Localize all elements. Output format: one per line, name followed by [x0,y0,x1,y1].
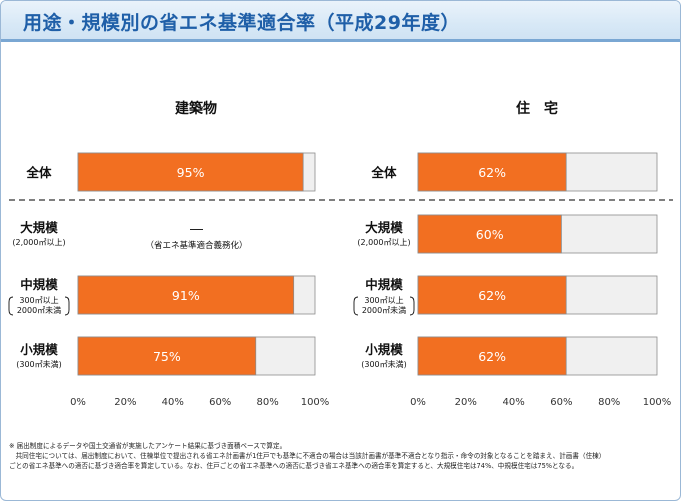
housing-x-tick-label: 80% [598,397,620,408]
housing-category-sub: 300㎡以上 [364,296,403,305]
housing-category-label: 小規模 [364,342,403,357]
buildings-bar [77,275,295,315]
title-underline [1,39,680,42]
buildings-bar [77,336,257,376]
buildings-bar [77,152,304,192]
housing-bracket-right [409,296,415,316]
housing-bar-value-label: 62% [478,288,506,303]
buildings-bar-value-label: 75% [153,349,181,364]
housing-category-sub: 2000㎡未満 [362,305,406,315]
housing-category-label: 中規模 [365,277,403,292]
buildings-x-tick-label: 60% [209,397,231,408]
housing-category-label: 大規模 [365,220,403,235]
buildings-category-sub: 2000㎡未満 [17,305,61,315]
housing-bar [417,214,562,254]
buildings-x-tick-label: 100% [301,397,330,408]
housing-x-tick-label: 60% [550,397,572,408]
buildings-bar-value-label: 91% [172,288,200,303]
housing-x-tick-label: 40% [502,397,524,408]
buildings-chart-title: 建築物 [175,100,217,117]
footnote-line-3: ごとの省エネ基準への適否に基づき適合率を算定している。なお、住戸ごとの省エネ基準… [9,462,579,470]
housing-bar-value-label: 62% [478,349,506,364]
housing-x-tick-label: 0% [410,397,426,408]
housing-bar [417,275,567,315]
housing-category-sub: (300㎡未満) [361,359,407,369]
page-title: 用途・規模別の省エネ基準適合率（平成29年度） [23,12,460,34]
housing-bar-value-label: 62% [478,165,506,180]
housing-bar [417,152,567,192]
buildings-bar-value-label: 95% [177,165,205,180]
housing-chart-title: 住 宅 [516,100,558,117]
housing-category-label: 全体 [370,165,397,180]
buildings-missing-dash: ― [190,222,203,237]
buildings-x-tick-label: 80% [256,397,278,408]
buildings-category-sub: (2,000㎡以上) [12,238,65,247]
buildings-category-sub: (300㎡未満) [16,359,62,369]
housing-bar [417,336,567,376]
buildings-category-label: 中規模 [20,277,58,292]
buildings-x-tick-label: 0% [70,397,86,408]
buildings-category-label: 全体 [25,165,52,180]
housing-bar-value-label: 60% [476,227,504,242]
housing-x-tick-label: 100% [643,397,672,408]
buildings-category-label: 小規模 [19,342,58,357]
buildings-category-label: 大規模 [20,220,58,235]
buildings-category-sub: 300㎡以上 [19,296,58,305]
buildings-missing-note: （省エネ基準適合義務化） [145,240,247,251]
footnote-line-2: 共同住宅については、届出制度において、住棟単位で提出される省エネ計画書が1住戸で… [9,452,606,460]
buildings-bracket-right [64,296,70,316]
title-bar: 用途・規模別の省エネ基準適合率（平成29年度） [1,1,680,42]
footnote-line-1: ※ 届出制度によるデータや国土交通省が実施したアンケート結果に基づき面積ベースで… [9,442,287,450]
buildings-bracket-left [8,296,14,316]
housing-bracket-left [353,296,359,316]
buildings-x-tick-label: 40% [162,397,184,408]
housing-category-sub: (2,000㎡以上) [357,238,410,247]
buildings-x-tick-label: 20% [114,397,136,408]
housing-x-tick-label: 20% [455,397,477,408]
